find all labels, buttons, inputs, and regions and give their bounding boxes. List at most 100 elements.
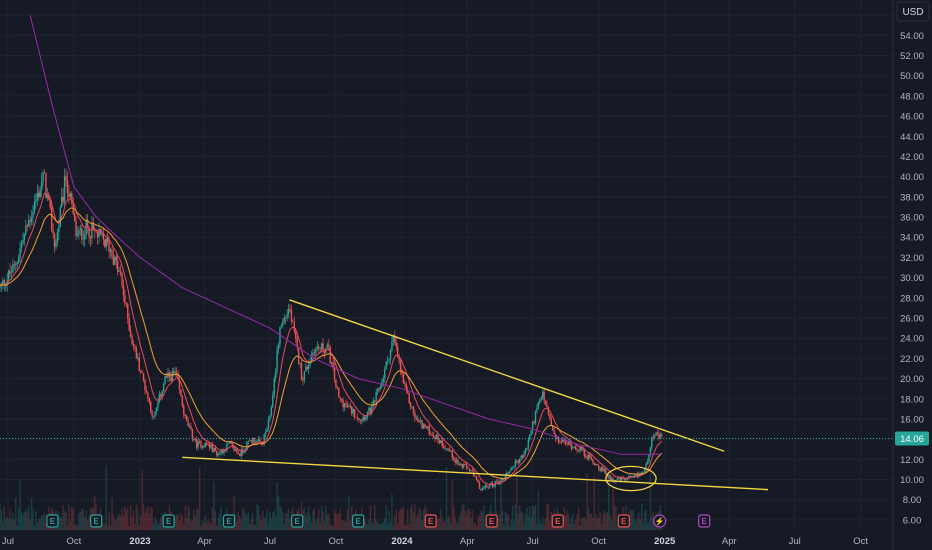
volume-bar — [272, 512, 274, 530]
volume-bar — [540, 523, 542, 530]
candle-body — [106, 238, 109, 242]
volume-bar — [239, 515, 241, 530]
highlight-ellipse[interactable] — [605, 465, 657, 492]
candle-body — [635, 474, 637, 476]
candle-body — [394, 335, 396, 343]
candle-body — [487, 486, 489, 488]
candle-body — [98, 228, 100, 237]
candle-body — [580, 447, 583, 450]
earnings-marker[interactable]: E — [352, 514, 365, 528]
trendline-drawings[interactable] — [182, 299, 769, 492]
candle-body — [471, 469, 474, 471]
volume-bar — [368, 519, 370, 530]
volume-bar — [408, 523, 410, 530]
volume-bar — [115, 519, 117, 530]
earnings-marker[interactable]: E — [485, 514, 498, 528]
volume-bar — [649, 474, 652, 530]
volume-bar — [507, 514, 509, 530]
earnings-marker[interactable]: E — [617, 514, 630, 528]
volume-bar — [529, 506, 531, 530]
volume-bar — [13, 520, 16, 530]
volume-bar — [5, 517, 7, 530]
volume-bar — [595, 514, 597, 530]
price-axis-background[interactable] — [893, 0, 932, 550]
candle-body — [16, 262, 18, 265]
candle-body — [468, 468, 471, 471]
event-badge — [352, 514, 365, 528]
volume-bar — [260, 519, 262, 530]
volume-bar — [234, 513, 237, 530]
candle-body — [342, 400, 344, 408]
candle-body — [111, 249, 113, 257]
dividend-marker[interactable]: E — [698, 514, 711, 528]
candle-body — [109, 249, 112, 252]
volume-bar — [391, 493, 393, 530]
volume-bar — [461, 504, 463, 530]
volume-bar — [254, 525, 257, 530]
volume-bar — [366, 524, 369, 530]
candle-body — [544, 400, 547, 406]
volume-bar — [536, 523, 538, 530]
event-markers[interactable]: E E E E E E E E E E ⚡ E — [46, 514, 711, 528]
earnings-marker[interactable]: E — [551, 514, 564, 528]
earnings-marker[interactable]: E — [222, 514, 236, 528]
volume-bar — [194, 515, 196, 530]
volume-bar — [586, 473, 588, 530]
volume-bar — [467, 509, 469, 530]
earnings-marker[interactable]: E — [90, 514, 103, 528]
candle-body — [162, 384, 165, 392]
candle-body — [234, 449, 237, 451]
currency-button[interactable]: USD — [896, 1, 930, 22]
volume-bar — [78, 513, 80, 530]
candle-body — [590, 457, 593, 460]
candle-body — [619, 477, 621, 481]
candle-body — [183, 405, 185, 415]
volume-bar — [329, 523, 331, 530]
volume-bar — [264, 516, 267, 530]
trendline[interactable] — [182, 456, 769, 491]
volume-bar — [326, 514, 329, 530]
volume-bar — [531, 505, 534, 530]
volume-bar — [636, 516, 639, 530]
volume-bar — [651, 515, 653, 530]
time-axis[interactable]: Jul Oct 2023 Apr Jul Oct 2024 Apr Jul Oct 2025 Apr J… — [2, 536, 869, 547]
volume-bar — [144, 513, 146, 530]
volume-bar — [444, 520, 446, 530]
y-tick-label: 20.00 — [900, 374, 924, 385]
candle-body — [326, 344, 329, 348]
candle-body — [411, 406, 413, 408]
x-tick-label: Apr — [460, 536, 475, 547]
candle-body — [583, 448, 586, 456]
volume-bar — [79, 512, 82, 530]
volume-bar — [211, 507, 214, 530]
volume-bar — [244, 513, 247, 530]
candle-body — [32, 211, 34, 218]
volume-bar — [418, 507, 420, 530]
candle-body — [510, 467, 512, 471]
volume-bar — [563, 506, 565, 530]
candle-body — [204, 442, 207, 447]
volume-bars — [0, 465, 663, 530]
volume-bar — [547, 504, 550, 530]
volume-bar — [117, 516, 119, 530]
earnings-marker[interactable]: E — [424, 514, 437, 528]
earnings-marker[interactable]: E — [46, 514, 59, 528]
volume-bar — [398, 511, 400, 530]
candle-body — [151, 412, 153, 417]
candle-body — [145, 390, 148, 393]
y-tick-label: 10.00 — [900, 475, 924, 486]
earnings-marker[interactable]: E — [291, 514, 304, 528]
volume-bar — [345, 522, 347, 530]
candle-body — [50, 207, 53, 230]
trendline[interactable] — [289, 299, 725, 452]
candle-body — [119, 271, 122, 274]
candle-body — [402, 373, 405, 383]
candle-body — [285, 317, 287, 319]
x-tick-label: 2023 — [129, 536, 150, 547]
dividend-marker[interactable]: ⚡ — [653, 514, 667, 528]
candle-body — [105, 238, 107, 247]
earnings-marker[interactable]: E — [162, 514, 175, 528]
volume-bar — [520, 511, 522, 530]
candle-body — [188, 426, 191, 427]
